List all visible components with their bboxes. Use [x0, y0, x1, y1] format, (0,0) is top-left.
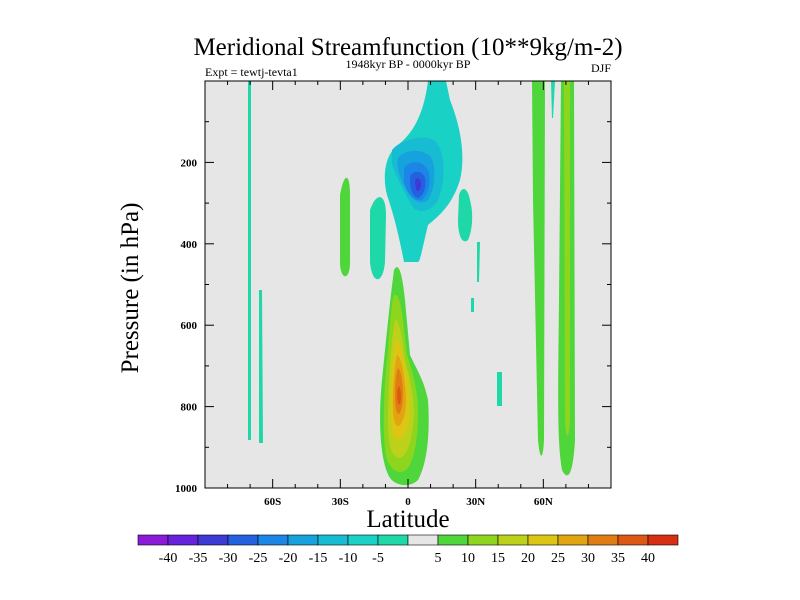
colorbar-box-2 [197, 534, 229, 546]
contour-strip-63n [551, 81, 555, 118]
colorbar-box-1 [167, 534, 199, 546]
contour-strip-33n [477, 242, 480, 282]
colorbar-label-14: 35 [611, 551, 625, 566]
colorbar-box-5 [287, 534, 319, 546]
colorbar-box-7 [347, 534, 379, 546]
contour-neg-30 [415, 178, 421, 192]
contour-fills [248, 81, 575, 486]
chart-title: Meridional Streamfunction (10**9kg/m-2) [193, 34, 622, 61]
colorbar-box-14 [557, 534, 589, 546]
colorbar-label-11: 20 [521, 551, 535, 566]
x-tick-label-4: 60N [534, 496, 553, 508]
contour-band-70n-inner [564, 81, 570, 436]
contour-strip-42n [497, 372, 502, 406]
colorbar-box-9 [407, 534, 439, 546]
contour-strip-32n [471, 298, 474, 312]
y-tick-label-2: 600 [181, 320, 198, 332]
contour-blob-30n-top [458, 188, 473, 242]
colorbar-box-10 [437, 534, 469, 546]
center-string: 1948kyr BP - 0000kyr BP [346, 57, 471, 71]
contour-band-58n [532, 81, 545, 456]
x-axis-label: Latitude [366, 506, 449, 533]
y-axis-label: Pressure (in hPa) [117, 203, 144, 374]
colorbar-label-7: -5 [372, 551, 384, 566]
colorbar-box-13 [527, 534, 559, 546]
x-tick-label-1: 30S [332, 496, 349, 508]
colorbar-box-4 [257, 534, 289, 546]
colorbar: -40 -35 -30 -25 -20 -15 -10 -5 5 10 15 20 25 30 35 40 [137, 534, 679, 566]
colorbar-box-17 [647, 534, 679, 546]
colorbar-box-6 [317, 534, 349, 546]
colorbar-label-4: -20 [279, 551, 298, 566]
contour-pos-35 [397, 386, 402, 405]
y-tick-label-3: 800 [181, 402, 198, 414]
colorbar-label-3: -25 [249, 551, 268, 566]
left-string: Expt = tewtj-tevta1 [205, 65, 298, 79]
x-tick-label-0: 60S [264, 496, 281, 508]
contour-strip-65s [248, 81, 251, 440]
colorbar-label-5: -15 [309, 551, 328, 566]
colorbar-label-0: -40 [159, 551, 178, 566]
right-string: DJF [591, 61, 611, 75]
contour-blob-25s [340, 177, 350, 277]
colorbar-label-8: 5 [435, 551, 442, 566]
colorbar-box-11 [467, 534, 499, 546]
axes: 60S 30S 0 30N 60N 200 400 600 800 1000 [175, 81, 611, 508]
y-tick-label-4: 1000 [175, 483, 198, 495]
colorbar-box-0 [137, 534, 169, 546]
colorbar-label-10: 15 [491, 551, 505, 566]
colorbar-box-15 [587, 534, 619, 546]
colorbar-label-6: -10 [339, 551, 358, 566]
x-tick-label-2: 0 [405, 496, 411, 508]
x-tick-label-3: 30N [466, 496, 485, 508]
colorbar-box-8 [377, 534, 409, 546]
colorbar-label-1: -35 [189, 551, 208, 566]
colorbar-label-2: -30 [219, 551, 238, 566]
colorbar-label-12: 25 [551, 551, 565, 566]
colorbar-label-9: 10 [461, 551, 475, 566]
colorbar-label-13: 30 [581, 551, 595, 566]
colorbar-box-12 [497, 534, 529, 546]
colorbar-box-3 [227, 534, 259, 546]
colorbar-label-15: 40 [641, 551, 655, 566]
y-tick-label-0: 200 [181, 157, 198, 169]
contour-blob-15s-top [370, 197, 386, 280]
contour-strip-59s [259, 290, 263, 443]
colorbar-box-16 [617, 534, 649, 546]
y-tick-label-1: 400 [181, 239, 198, 251]
